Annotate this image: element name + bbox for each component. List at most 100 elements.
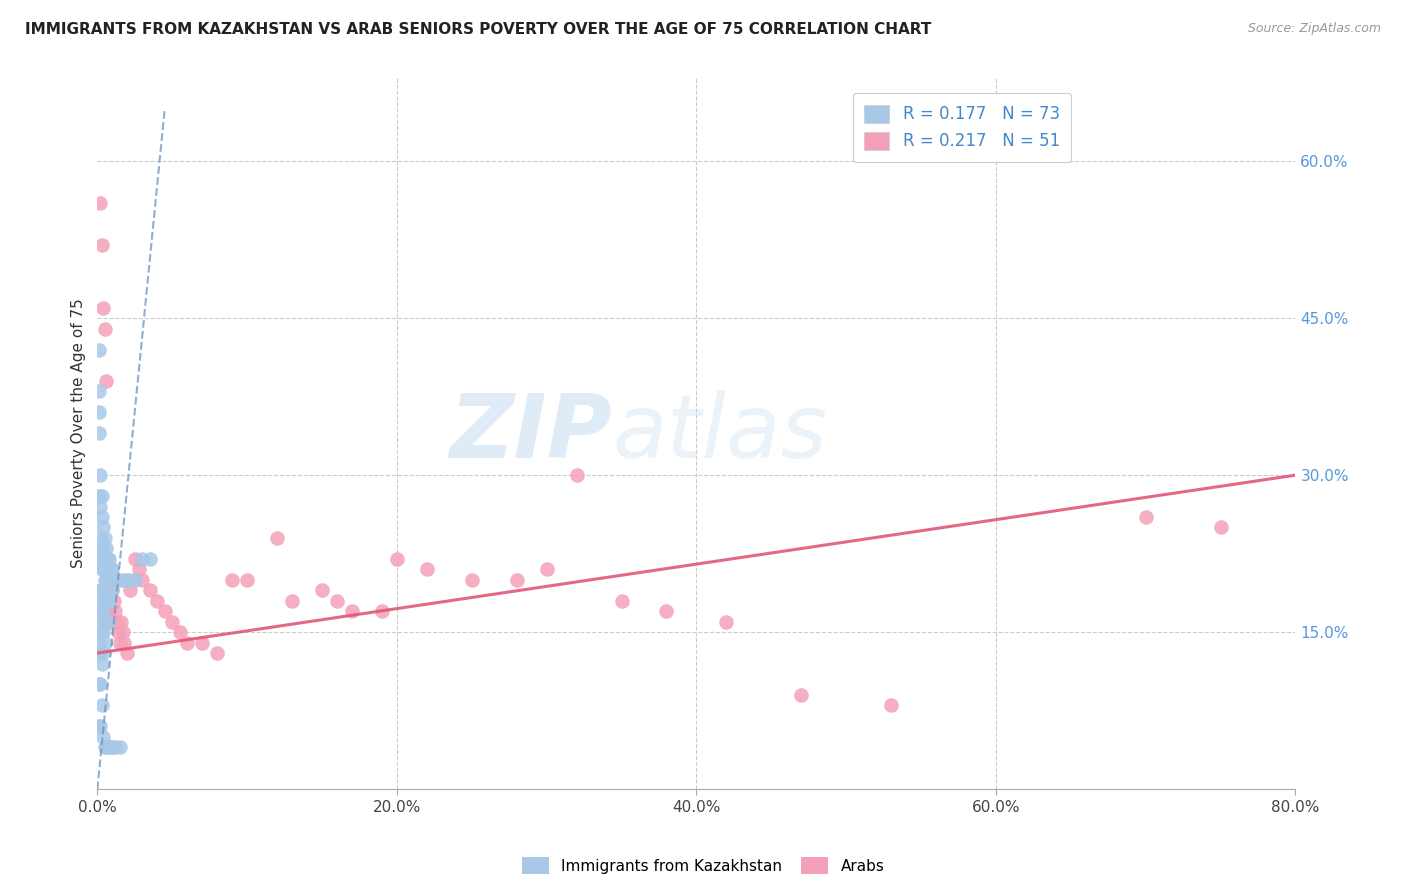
Point bbox=[93, 646, 115, 660]
Point bbox=[89, 583, 111, 598]
Point bbox=[120, 583, 142, 598]
Point bbox=[880, 698, 903, 713]
Point bbox=[610, 593, 633, 607]
Point bbox=[97, 573, 120, 587]
Point bbox=[1209, 520, 1232, 534]
Point bbox=[93, 625, 115, 640]
Point bbox=[124, 552, 146, 566]
Point bbox=[87, 593, 110, 607]
Point bbox=[89, 500, 111, 514]
Point bbox=[105, 615, 128, 629]
Point bbox=[111, 625, 134, 640]
Point bbox=[139, 552, 162, 566]
Point bbox=[87, 677, 110, 691]
Point bbox=[89, 646, 111, 660]
Point bbox=[221, 573, 243, 587]
Point bbox=[536, 562, 558, 576]
Point bbox=[97, 593, 120, 607]
Point bbox=[101, 583, 124, 598]
Point bbox=[124, 573, 146, 587]
Point bbox=[117, 646, 139, 660]
Point bbox=[108, 635, 131, 649]
Point bbox=[96, 593, 118, 607]
Point bbox=[87, 405, 110, 419]
Point bbox=[169, 625, 191, 640]
Point bbox=[98, 573, 121, 587]
Point bbox=[89, 719, 111, 733]
Point bbox=[131, 573, 153, 587]
Point bbox=[90, 562, 112, 576]
Point bbox=[655, 604, 678, 618]
Point bbox=[108, 740, 131, 755]
Point bbox=[98, 740, 121, 755]
Point bbox=[505, 573, 527, 587]
Point bbox=[101, 562, 124, 576]
Point bbox=[565, 468, 588, 483]
Point bbox=[93, 583, 115, 598]
Point bbox=[93, 730, 115, 744]
Point bbox=[790, 688, 813, 702]
Point bbox=[120, 573, 142, 587]
Point bbox=[94, 593, 117, 607]
Point bbox=[94, 573, 117, 587]
Point bbox=[98, 593, 121, 607]
Point bbox=[416, 562, 439, 576]
Point bbox=[87, 426, 110, 441]
Point bbox=[97, 604, 120, 618]
Point bbox=[93, 520, 115, 534]
Point bbox=[1135, 510, 1157, 524]
Text: ZIP: ZIP bbox=[450, 390, 613, 477]
Point bbox=[90, 541, 112, 556]
Point bbox=[89, 468, 111, 483]
Point bbox=[100, 583, 122, 598]
Point bbox=[94, 321, 117, 335]
Point bbox=[94, 531, 117, 545]
Text: IMMIGRANTS FROM KAZAKHSTAN VS ARAB SENIORS POVERTY OVER THE AGE OF 75 CORRELATIO: IMMIGRANTS FROM KAZAKHSTAN VS ARAB SENIO… bbox=[25, 22, 932, 37]
Point bbox=[96, 573, 118, 587]
Point bbox=[87, 719, 110, 733]
Point bbox=[87, 552, 110, 566]
Point bbox=[90, 604, 112, 618]
Point bbox=[98, 552, 121, 566]
Point bbox=[104, 604, 127, 618]
Point bbox=[93, 301, 115, 315]
Point bbox=[112, 573, 135, 587]
Point bbox=[104, 573, 127, 587]
Point bbox=[100, 562, 122, 576]
Point bbox=[371, 604, 394, 618]
Point bbox=[103, 593, 125, 607]
Point bbox=[311, 583, 333, 598]
Point bbox=[89, 196, 111, 211]
Point bbox=[96, 615, 118, 629]
Point bbox=[100, 740, 122, 755]
Point bbox=[93, 604, 115, 618]
Point bbox=[98, 604, 121, 618]
Point bbox=[94, 740, 117, 755]
Point bbox=[89, 531, 111, 545]
Point bbox=[96, 740, 118, 755]
Point bbox=[153, 604, 176, 618]
Point bbox=[89, 677, 111, 691]
Point bbox=[96, 562, 118, 576]
Point bbox=[93, 541, 115, 556]
Point bbox=[90, 698, 112, 713]
Point bbox=[101, 583, 124, 598]
Point bbox=[87, 489, 110, 503]
Text: Source: ZipAtlas.com: Source: ZipAtlas.com bbox=[1247, 22, 1381, 36]
Point bbox=[716, 615, 738, 629]
Point bbox=[90, 510, 112, 524]
Point bbox=[90, 657, 112, 671]
Point bbox=[385, 552, 408, 566]
Point bbox=[94, 615, 117, 629]
Point bbox=[90, 489, 112, 503]
Y-axis label: Seniors Poverty Over the Age of 75: Seniors Poverty Over the Age of 75 bbox=[72, 299, 86, 568]
Point bbox=[160, 615, 183, 629]
Point bbox=[90, 238, 112, 252]
Point bbox=[326, 593, 349, 607]
Point bbox=[94, 552, 117, 566]
Point bbox=[281, 593, 304, 607]
Point bbox=[112, 635, 135, 649]
Point bbox=[128, 562, 150, 576]
Point bbox=[110, 615, 132, 629]
Point bbox=[236, 573, 259, 587]
